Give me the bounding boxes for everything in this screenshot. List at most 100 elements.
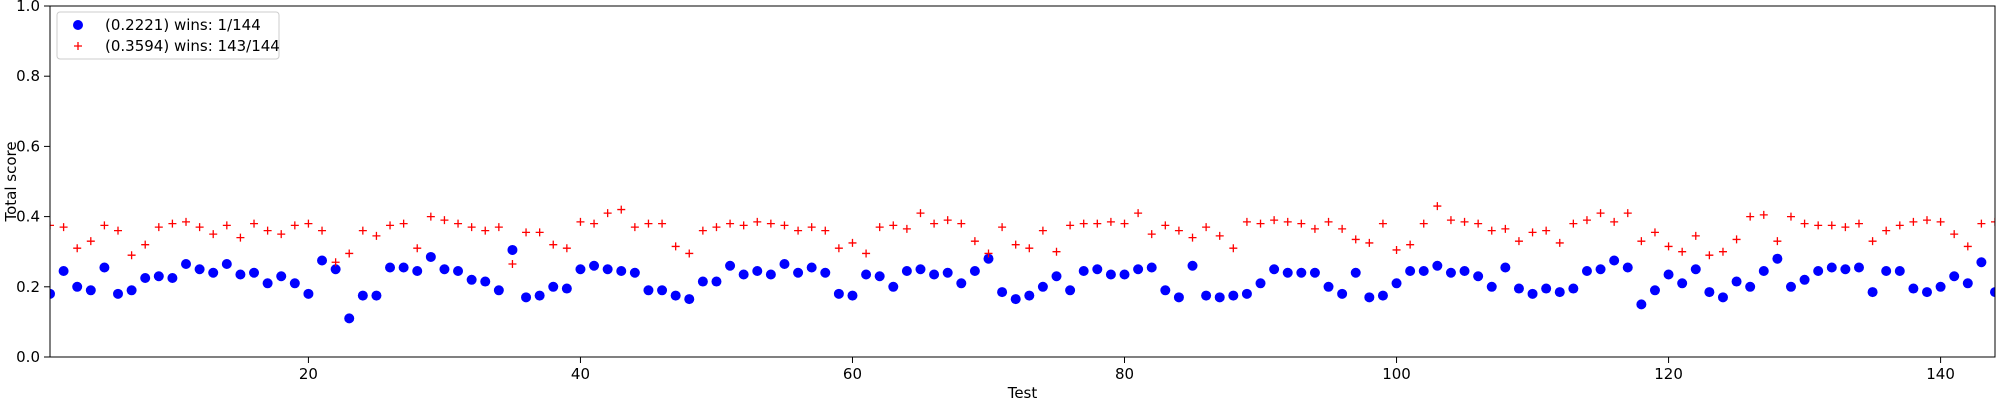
series-2-point xyxy=(1555,238,1564,247)
series-2-point xyxy=(195,223,204,232)
series-2-point xyxy=(780,221,789,230)
y-tick-label: 0.4 xyxy=(16,208,40,226)
y-axis-label: Total score xyxy=(2,141,20,222)
series-2-point xyxy=(1610,217,1619,226)
series-2-point xyxy=(862,249,871,258)
series-1-point xyxy=(1554,287,1565,298)
series-1-point xyxy=(1758,266,1769,277)
series-1-point xyxy=(1881,266,1892,277)
series-1-point xyxy=(1051,271,1062,282)
x-tick-label: 20 xyxy=(299,365,318,383)
y-tick-label: 0.2 xyxy=(16,278,40,296)
series-1-point xyxy=(711,276,722,287)
series-2-point xyxy=(1991,217,1995,226)
series-1-point xyxy=(1976,257,1987,268)
series-1-point xyxy=(1092,264,1103,275)
series-2-point xyxy=(1297,219,1306,228)
series-1-point xyxy=(507,244,518,255)
series-2-point xyxy=(1147,230,1156,239)
series-1-point xyxy=(629,267,640,278)
y-tick-label: 0.6 xyxy=(16,137,40,155)
series-2-point xyxy=(1650,228,1659,237)
series-1-point xyxy=(1391,278,1402,289)
series-1-point xyxy=(1745,281,1756,292)
x-axis-ticks: 20 40 60 80 100 120 140 xyxy=(299,357,1955,383)
series-1-point xyxy=(888,281,899,292)
series-1-point xyxy=(1146,262,1157,273)
legend-marker-series-2 xyxy=(74,42,82,50)
series-2-point xyxy=(943,216,952,225)
series-2-point xyxy=(1664,242,1673,251)
series-1-point xyxy=(1990,287,1995,298)
series-1-point xyxy=(1962,278,1973,289)
series-2-point xyxy=(1596,209,1605,218)
series-2-point xyxy=(1950,230,1959,239)
series-1-point xyxy=(589,260,600,271)
series-2-point xyxy=(345,249,354,258)
series-2-point xyxy=(644,219,653,228)
series-2-point xyxy=(889,221,898,230)
legend-entry-series-1: (0.2221) wins: 1/144 xyxy=(105,16,261,34)
series-1-point xyxy=(1636,299,1647,310)
series-2-point xyxy=(1093,219,1102,228)
series-1-point xyxy=(1785,281,1796,292)
series-2-point xyxy=(617,205,626,214)
series-1-point xyxy=(412,266,423,277)
series-1-point xyxy=(806,262,817,273)
series-2-point xyxy=(1528,228,1537,237)
legend: (0.2221) wins: 1/144 (0.3594) wins: 143/… xyxy=(56,11,280,60)
series-1-point xyxy=(643,285,654,296)
x-tick-label: 40 xyxy=(571,365,590,383)
series-1-point xyxy=(861,269,872,280)
series-1-point xyxy=(276,271,287,282)
series-1-point xyxy=(670,290,681,301)
series-2-point xyxy=(1038,226,1047,235)
series-2-point xyxy=(1746,212,1755,221)
series-1-point xyxy=(1350,267,1361,278)
series-1-point xyxy=(684,294,695,305)
series-2-point xyxy=(970,237,979,246)
series-1-point xyxy=(385,262,396,273)
series-2-point xyxy=(1514,237,1523,246)
series-1-point xyxy=(72,281,83,292)
series-2-point xyxy=(73,244,82,253)
series-1-point xyxy=(1269,264,1280,275)
series-2-point xyxy=(1569,219,1578,228)
series-2-point xyxy=(250,219,259,228)
series-2-point xyxy=(766,219,775,228)
series-2-point xyxy=(1582,216,1591,225)
series-1-point xyxy=(249,267,260,278)
series-2-point xyxy=(1718,247,1727,256)
series-1-point xyxy=(983,253,994,264)
series-1-point xyxy=(1296,267,1307,278)
series-1-point xyxy=(1935,281,1946,292)
series-1-point xyxy=(997,287,1008,298)
series-1-point xyxy=(575,264,586,275)
series-1-point xyxy=(1282,267,1293,278)
series-2-point xyxy=(114,226,123,235)
series-1-point xyxy=(561,283,572,294)
series-1-point xyxy=(1772,253,1783,264)
series-1-point xyxy=(602,264,613,275)
series-1-point xyxy=(466,274,477,285)
series-2-point xyxy=(753,217,762,226)
series-1-point xyxy=(548,281,559,292)
series-1-point xyxy=(126,285,137,296)
series-1-point xyxy=(956,278,967,289)
series-2-point xyxy=(712,223,721,232)
x-tick-label: 120 xyxy=(1654,365,1683,383)
series-1-point xyxy=(521,292,532,303)
series-2-point xyxy=(318,226,327,235)
series-1-point xyxy=(1405,266,1416,277)
series-2-point xyxy=(1705,251,1714,260)
series-1-point xyxy=(942,267,953,278)
series-2-point xyxy=(399,219,408,228)
series-2-point xyxy=(1338,224,1347,233)
series-2-point xyxy=(1419,219,1428,228)
series-1-point xyxy=(1677,278,1688,289)
series-1-point xyxy=(439,264,450,275)
series-2-point xyxy=(1188,233,1197,242)
series-2-point xyxy=(1623,209,1632,218)
series-2-point xyxy=(1854,219,1863,228)
series-1-point xyxy=(1160,285,1171,296)
